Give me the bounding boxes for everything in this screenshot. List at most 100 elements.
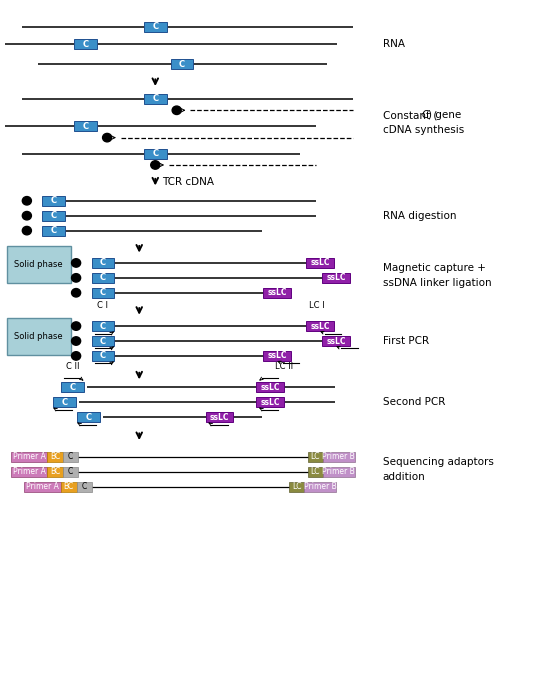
- FancyBboxPatch shape: [43, 225, 65, 236]
- FancyBboxPatch shape: [43, 196, 65, 206]
- FancyBboxPatch shape: [92, 351, 114, 361]
- Text: C: C: [152, 22, 158, 32]
- Text: ssLC: ssLC: [210, 412, 229, 421]
- FancyBboxPatch shape: [92, 288, 114, 298]
- FancyBboxPatch shape: [11, 452, 47, 462]
- Text: C: C: [68, 452, 73, 462]
- FancyBboxPatch shape: [7, 318, 71, 355]
- Text: C: C: [81, 482, 87, 491]
- FancyBboxPatch shape: [74, 39, 97, 49]
- Text: C: C: [100, 258, 106, 267]
- FancyBboxPatch shape: [257, 382, 284, 393]
- Text: C: C: [61, 398, 67, 407]
- FancyBboxPatch shape: [306, 258, 334, 268]
- Text: ssDNA linker ligation: ssDNA linker ligation: [383, 278, 491, 288]
- FancyBboxPatch shape: [24, 482, 61, 492]
- Text: Second PCR: Second PCR: [383, 397, 445, 407]
- Circle shape: [72, 322, 81, 330]
- Circle shape: [72, 273, 81, 282]
- FancyBboxPatch shape: [144, 94, 167, 104]
- Text: C: C: [100, 351, 106, 360]
- Text: C: C: [100, 273, 106, 282]
- Text: Magnetic capture +: Magnetic capture +: [383, 263, 485, 273]
- Text: ssLC: ssLC: [260, 398, 280, 407]
- FancyBboxPatch shape: [11, 466, 47, 477]
- FancyBboxPatch shape: [92, 258, 114, 268]
- Text: ssLC: ssLC: [260, 383, 280, 392]
- Text: LC: LC: [311, 467, 320, 476]
- FancyBboxPatch shape: [304, 482, 336, 492]
- Text: LC I: LC I: [308, 301, 324, 310]
- Text: Primer B: Primer B: [304, 482, 336, 491]
- FancyBboxPatch shape: [53, 397, 75, 407]
- Text: ssLC: ssLC: [310, 258, 330, 267]
- Text: LC: LC: [292, 482, 301, 491]
- FancyBboxPatch shape: [323, 466, 355, 477]
- FancyBboxPatch shape: [92, 321, 114, 331]
- FancyBboxPatch shape: [144, 22, 167, 32]
- Text: Solid phase: Solid phase: [14, 260, 63, 269]
- FancyBboxPatch shape: [257, 397, 284, 407]
- Circle shape: [22, 212, 32, 220]
- Text: Primer B: Primer B: [323, 467, 355, 476]
- Text: C: C: [421, 110, 429, 121]
- Text: C: C: [51, 226, 57, 235]
- Text: C: C: [152, 95, 158, 103]
- Text: BC: BC: [50, 452, 61, 462]
- FancyBboxPatch shape: [263, 351, 291, 361]
- Circle shape: [151, 161, 160, 169]
- Circle shape: [22, 226, 32, 235]
- Text: ) gene: ) gene: [428, 110, 461, 121]
- FancyBboxPatch shape: [61, 382, 84, 393]
- Text: addition: addition: [383, 472, 425, 482]
- Text: ssLC: ssLC: [327, 273, 346, 282]
- FancyBboxPatch shape: [306, 321, 334, 331]
- Text: C: C: [85, 412, 92, 421]
- Text: C: C: [69, 383, 75, 392]
- Text: RNA digestion: RNA digestion: [383, 211, 456, 221]
- FancyBboxPatch shape: [63, 466, 78, 477]
- Text: Primer B: Primer B: [323, 452, 355, 462]
- Text: C: C: [68, 467, 73, 476]
- FancyBboxPatch shape: [7, 245, 71, 283]
- FancyBboxPatch shape: [263, 288, 291, 298]
- FancyBboxPatch shape: [308, 452, 323, 462]
- FancyBboxPatch shape: [63, 452, 78, 462]
- Circle shape: [72, 337, 81, 345]
- Circle shape: [72, 288, 81, 297]
- FancyBboxPatch shape: [61, 482, 76, 492]
- Text: BC: BC: [63, 482, 74, 491]
- Text: BC: BC: [50, 467, 61, 476]
- Text: C: C: [179, 60, 185, 68]
- Text: C: C: [100, 321, 106, 331]
- FancyBboxPatch shape: [47, 466, 63, 477]
- FancyBboxPatch shape: [289, 482, 304, 492]
- Text: ssLC: ssLC: [268, 351, 287, 360]
- FancyBboxPatch shape: [144, 149, 167, 158]
- Text: C: C: [100, 288, 106, 297]
- Text: C: C: [152, 149, 158, 158]
- Text: C: C: [51, 211, 57, 220]
- Text: C: C: [100, 336, 106, 345]
- Circle shape: [172, 106, 181, 114]
- Circle shape: [22, 197, 32, 205]
- FancyBboxPatch shape: [77, 412, 99, 422]
- FancyBboxPatch shape: [206, 412, 233, 422]
- Text: cDNA synthesis: cDNA synthesis: [383, 125, 464, 135]
- Text: C: C: [82, 122, 89, 131]
- FancyBboxPatch shape: [323, 452, 355, 462]
- Text: ssLC: ssLC: [327, 336, 346, 345]
- Text: LC II: LC II: [275, 362, 293, 371]
- FancyBboxPatch shape: [47, 452, 63, 462]
- FancyBboxPatch shape: [322, 273, 350, 283]
- FancyBboxPatch shape: [171, 59, 193, 69]
- Text: TCR cDNA: TCR cDNA: [162, 177, 213, 187]
- Circle shape: [103, 134, 112, 142]
- FancyBboxPatch shape: [43, 211, 65, 221]
- Text: Sequencing adaptors: Sequencing adaptors: [383, 457, 494, 467]
- Text: Primer A: Primer A: [13, 452, 45, 462]
- Text: LC: LC: [311, 452, 320, 462]
- FancyBboxPatch shape: [92, 336, 114, 346]
- Text: RNA: RNA: [383, 39, 405, 49]
- FancyBboxPatch shape: [76, 482, 92, 492]
